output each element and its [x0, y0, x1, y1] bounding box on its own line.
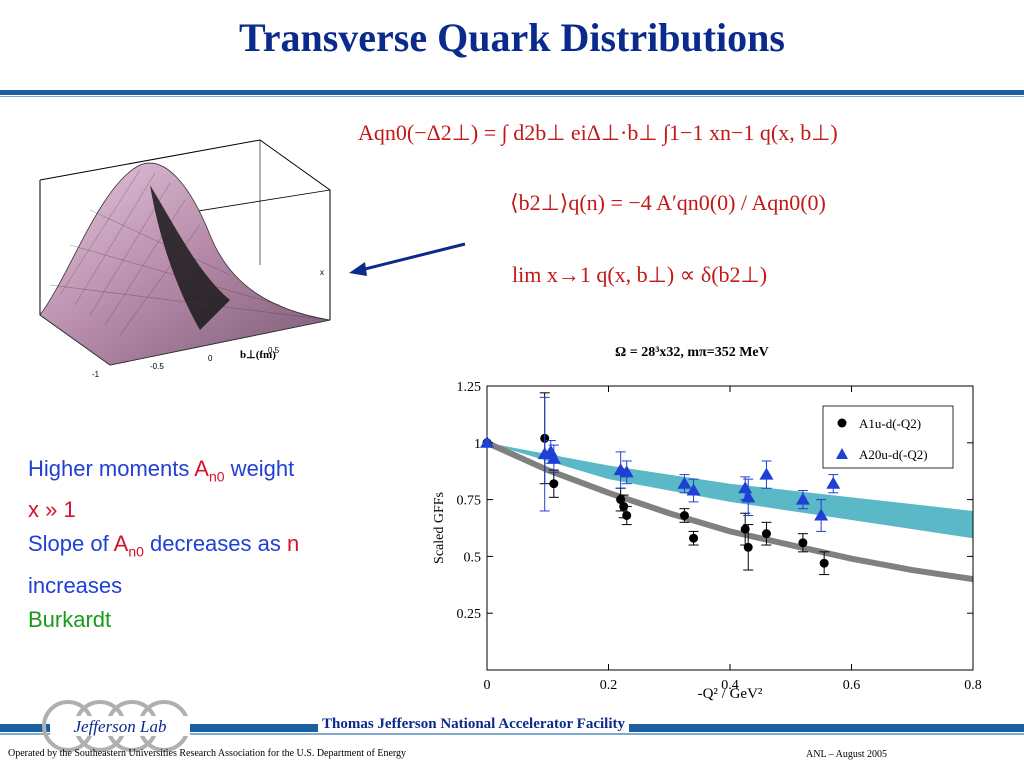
note-line-3: Slope of An0 decreases as n	[28, 531, 300, 560]
data-point-a20	[795, 492, 810, 505]
error-band	[487, 442, 973, 539]
footer-lab-name: Thomas Jefferson National Accelerator Fa…	[318, 716, 629, 733]
data-point-a20	[741, 490, 756, 503]
legend-label-a1: A1u-d(-Q2)	[859, 416, 921, 431]
data-point-a1	[740, 524, 750, 534]
slide-title: Transverse Quark Distributions	[239, 15, 785, 60]
y-axis-label: Scaled GFFs	[432, 492, 447, 564]
title-rule-accent	[0, 96, 1024, 97]
data-point-a20	[677, 476, 692, 489]
x-tick-label: 0.2	[600, 678, 618, 693]
pointer-arrow-icon	[349, 242, 466, 276]
note-line-2: x » 1	[28, 497, 76, 523]
x-tick-label: 0.6	[843, 678, 861, 693]
3d-surface-plot: -1 -0.5 0 0.5 x b⊥(fm)	[39, 139, 331, 379]
formula-moments: Aqn0(−Δ2⊥) = ∫ d2b⊥ eiΔ⊥·b⊥ ∫1−1 xn−1 q(…	[358, 120, 838, 145]
title-rule	[0, 90, 1024, 95]
legend-label-a20: A20u-d(-Q2)	[859, 447, 928, 462]
surface-x-tick: 0.5	[268, 346, 280, 355]
y-tick-label: 0.25	[457, 607, 482, 622]
footer-rule-accent	[0, 733, 1024, 735]
data-point-a1	[689, 533, 699, 543]
data-point-a20	[686, 483, 701, 496]
x-tick-label: 0.4	[721, 678, 739, 693]
data-point-a1	[549, 479, 559, 489]
jefferson-lab-logo: Jefferson Lab	[42, 700, 190, 752]
notes-block: Higher moments An0 weight x » 1 Slope of…	[28, 452, 408, 637]
data-point-a1	[743, 542, 753, 552]
data-point-a20	[759, 467, 774, 480]
data-point-a1	[622, 511, 632, 521]
fit-curve	[485, 440, 974, 583]
data-point-a1	[798, 538, 808, 548]
point-layer	[480, 392, 841, 576]
band-layer	[487, 442, 973, 539]
curve-layer	[485, 440, 974, 583]
data-point-a1	[819, 558, 829, 568]
note-line-1: Higher moments An0 weight	[28, 456, 295, 485]
x-tick-label: 0.8	[964, 678, 982, 693]
tick-layer: 0 0.2 0.4 0.6 0.8 0.25 0.5 0.75 1 1.25	[457, 380, 982, 693]
note-line-4: increases	[28, 572, 123, 598]
gff-chart: Ω = 28³x32, mπ=352 MeV 0 0.2 0.4 0.6 0.8 0.25…	[432, 345, 982, 702]
surface-side-label: x	[320, 268, 324, 277]
data-point-a1	[616, 495, 626, 505]
x-tick-label: 0	[484, 678, 491, 693]
note-line-5: Burkardt	[28, 606, 112, 632]
data-point-a20	[814, 508, 829, 521]
legend: A1u-d(-Q2) A20u-d(-Q2)	[822, 405, 954, 469]
legend-marker-a20	[836, 448, 848, 459]
legend-marker-a1	[837, 418, 847, 428]
footer-operator-note: Operated by the Southeastern Universitie…	[8, 748, 407, 759]
surface-x-tick: -1	[92, 370, 100, 379]
data-point-a20	[619, 465, 634, 478]
logo-text: Jefferson Lab	[73, 717, 166, 736]
y-tick-label: 1	[474, 437, 481, 452]
chart-title: Ω = 28³x32, mπ=352 MeV	[615, 345, 769, 360]
formula-radius: ⟨b2⊥⟩q(n) = −4 A′qn0(0) / Aqn0(0)	[510, 190, 826, 215]
surface-axis-label: b⊥(fm)	[240, 349, 276, 361]
data-point-a1	[679, 511, 689, 521]
y-tick-label: 0.5	[464, 550, 482, 565]
footer-date: ANL – August 2005	[806, 749, 888, 760]
surface-x-tick: 0	[208, 354, 213, 363]
y-tick-label: 0.75	[457, 494, 482, 509]
x-axis-label: -Q² / GeV²	[698, 686, 763, 702]
y-tick-label: 1.25	[457, 380, 482, 395]
surface-x-tick: -0.5	[150, 362, 164, 371]
data-point-a20	[480, 435, 494, 448]
data-point-a1	[761, 529, 771, 539]
formula-limit: lim x→1 q(x, b⊥) ∝ δ(b2⊥)	[512, 262, 768, 287]
data-point-a20	[826, 476, 841, 489]
data-point-a20	[546, 451, 561, 464]
